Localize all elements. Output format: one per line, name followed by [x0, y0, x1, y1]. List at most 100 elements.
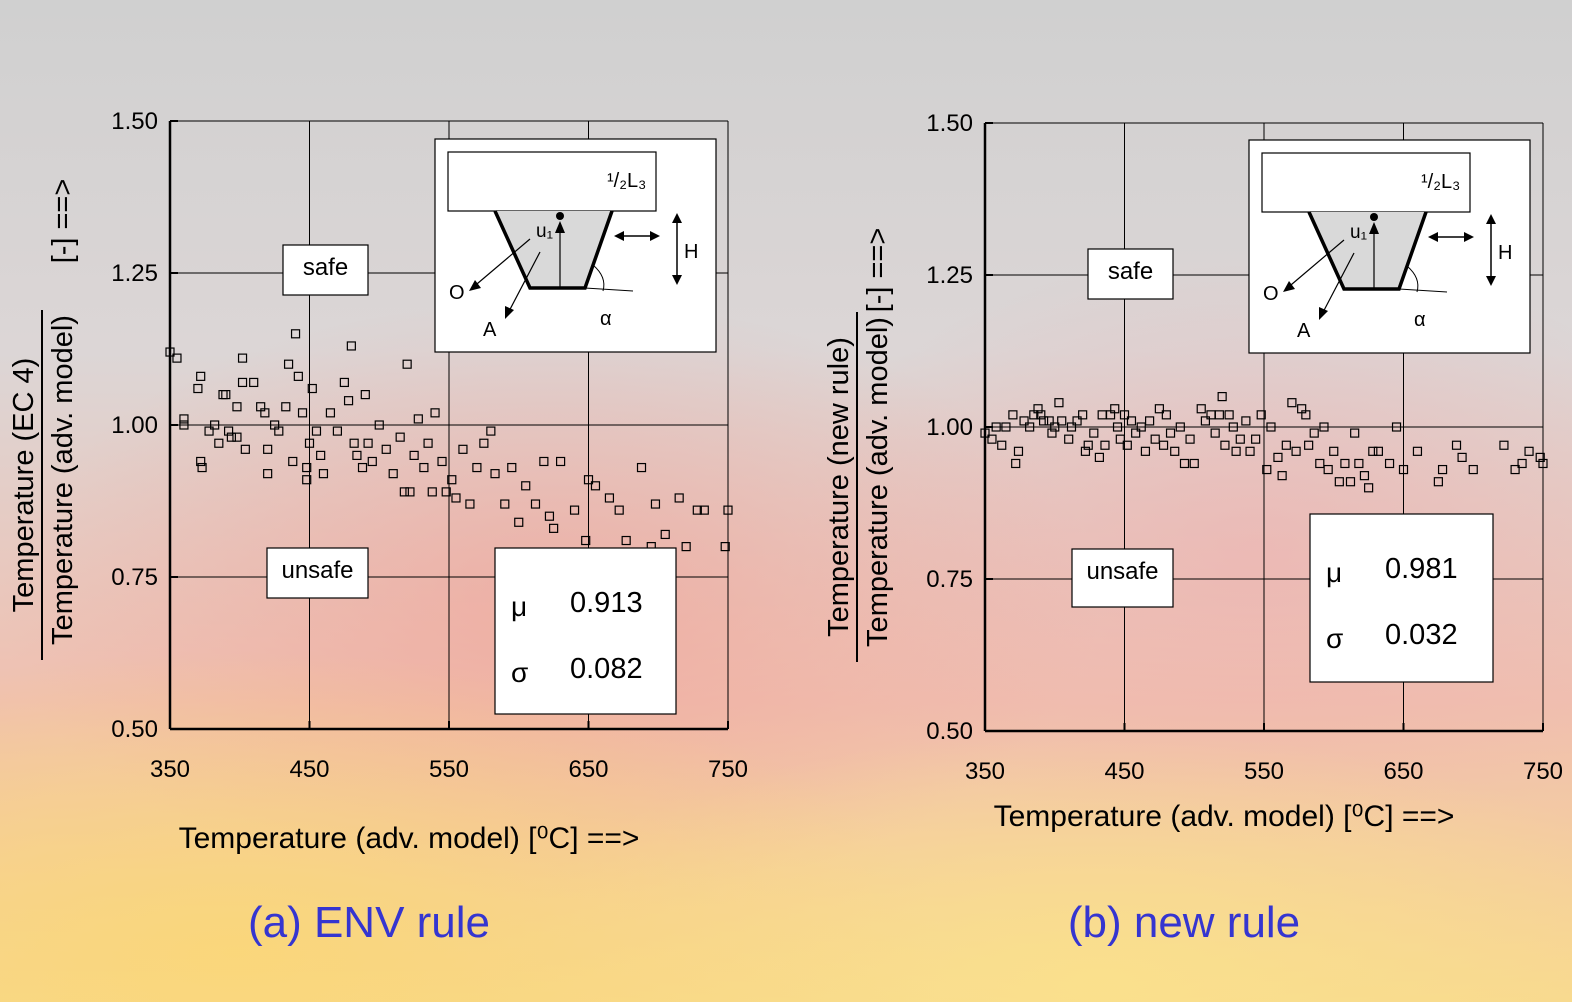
point — [458, 444, 468, 454]
point — [699, 505, 709, 515]
point — [1345, 477, 1356, 487]
point — [674, 493, 684, 503]
point — [430, 408, 440, 418]
point — [465, 499, 475, 509]
point — [1210, 428, 1220, 438]
point — [1080, 446, 1091, 456]
point — [1175, 422, 1185, 432]
h-head-b — [1486, 276, 1496, 286]
point — [437, 456, 447, 467]
point — [1266, 422, 1276, 432]
point — [352, 450, 362, 460]
point — [311, 426, 322, 436]
safe-label: safe — [303, 254, 348, 281]
point — [1433, 477, 1443, 487]
point — [274, 426, 284, 436]
point — [987, 434, 997, 444]
w-head-l — [1428, 232, 1438, 242]
point — [223, 426, 234, 436]
point — [1112, 422, 1123, 432]
point — [1057, 416, 1067, 426]
h-head-t — [672, 213, 682, 223]
point — [1231, 446, 1241, 456]
point — [1538, 458, 1548, 469]
point — [1451, 440, 1462, 450]
point — [1373, 446, 1383, 456]
point — [399, 487, 409, 497]
point — [1220, 440, 1230, 450]
point — [521, 481, 531, 491]
inset-diagram: ¹/₂L₃ u₁ H OA α — [1248, 139, 1531, 354]
point — [1437, 464, 1448, 475]
x-tick-label: 550 — [1244, 758, 1284, 785]
point — [991, 422, 1001, 432]
point — [1350, 428, 1360, 438]
point — [1185, 434, 1195, 444]
y-label-unit: [-] ==> — [47, 179, 79, 264]
safe-label: safe — [1108, 258, 1153, 285]
point — [332, 426, 342, 436]
inset-half-length: ¹/₂L₃ — [607, 170, 646, 192]
mu-value: 0.981 — [1385, 553, 1458, 585]
point — [339, 377, 349, 388]
point — [555, 456, 566, 467]
point — [263, 444, 273, 454]
point — [1251, 434, 1261, 444]
point — [1206, 410, 1216, 420]
point — [419, 462, 429, 473]
point — [318, 469, 329, 479]
x-tick-label: 750 — [708, 756, 748, 783]
y-label-bottom: Temperature (adv. model) — [47, 315, 79, 645]
point — [604, 493, 615, 503]
point — [1066, 422, 1077, 432]
point — [1281, 440, 1291, 450]
point — [302, 475, 312, 485]
alpha-ref — [1398, 288, 1448, 293]
y-tick-label: 1.50 — [111, 108, 158, 135]
rib — [495, 211, 612, 288]
point — [1291, 446, 1301, 456]
y-tick-label: 0.75 — [111, 564, 158, 591]
inset-alpha: α — [1414, 309, 1426, 331]
point — [405, 487, 415, 497]
point — [681, 541, 691, 552]
point — [409, 450, 419, 460]
point — [343, 396, 354, 406]
point — [1319, 422, 1329, 432]
x-tick-label: 650 — [568, 756, 608, 783]
point — [179, 420, 189, 430]
point — [357, 462, 368, 473]
point — [402, 359, 412, 369]
point — [1011, 458, 1021, 469]
y-tick-label: 1.00 — [111, 412, 158, 439]
point — [325, 408, 336, 418]
point — [569, 505, 580, 515]
point — [1089, 428, 1099, 438]
point — [1131, 428, 1141, 438]
point — [1047, 428, 1057, 438]
mu-symbol: μ — [1326, 557, 1342, 588]
u-head — [555, 221, 565, 233]
a-head — [1319, 307, 1328, 320]
w-head-l — [614, 231, 624, 241]
a-head — [505, 306, 514, 319]
point — [1364, 483, 1374, 493]
point — [723, 505, 733, 515]
unsafe-box — [1071, 548, 1174, 608]
point — [1368, 446, 1378, 456]
point — [1241, 416, 1251, 426]
sigma-symbol: σ — [511, 657, 528, 688]
point — [240, 444, 250, 454]
mu-symbol: μ — [511, 591, 527, 622]
point — [583, 475, 594, 485]
point — [349, 438, 359, 448]
alpha-arc — [1406, 265, 1419, 293]
point — [1468, 464, 1478, 475]
o-arrow — [470, 238, 531, 290]
point — [720, 541, 730, 552]
point — [1217, 392, 1227, 402]
point — [263, 469, 273, 479]
point — [1359, 471, 1370, 481]
a-arrow — [1319, 252, 1355, 319]
